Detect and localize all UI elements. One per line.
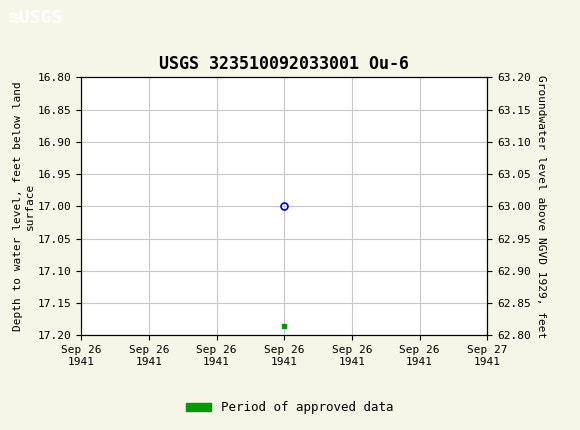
Text: ≋USGS: ≋USGS: [9, 9, 63, 27]
Title: USGS 323510092033001 Ou-6: USGS 323510092033001 Ou-6: [159, 55, 409, 73]
Y-axis label: Groundwater level above NGVD 1929, feet: Groundwater level above NGVD 1929, feet: [536, 75, 546, 338]
Legend: Period of approved data: Period of approved data: [181, 396, 399, 419]
Y-axis label: Depth to water level, feet below land
surface: Depth to water level, feet below land su…: [13, 82, 35, 331]
